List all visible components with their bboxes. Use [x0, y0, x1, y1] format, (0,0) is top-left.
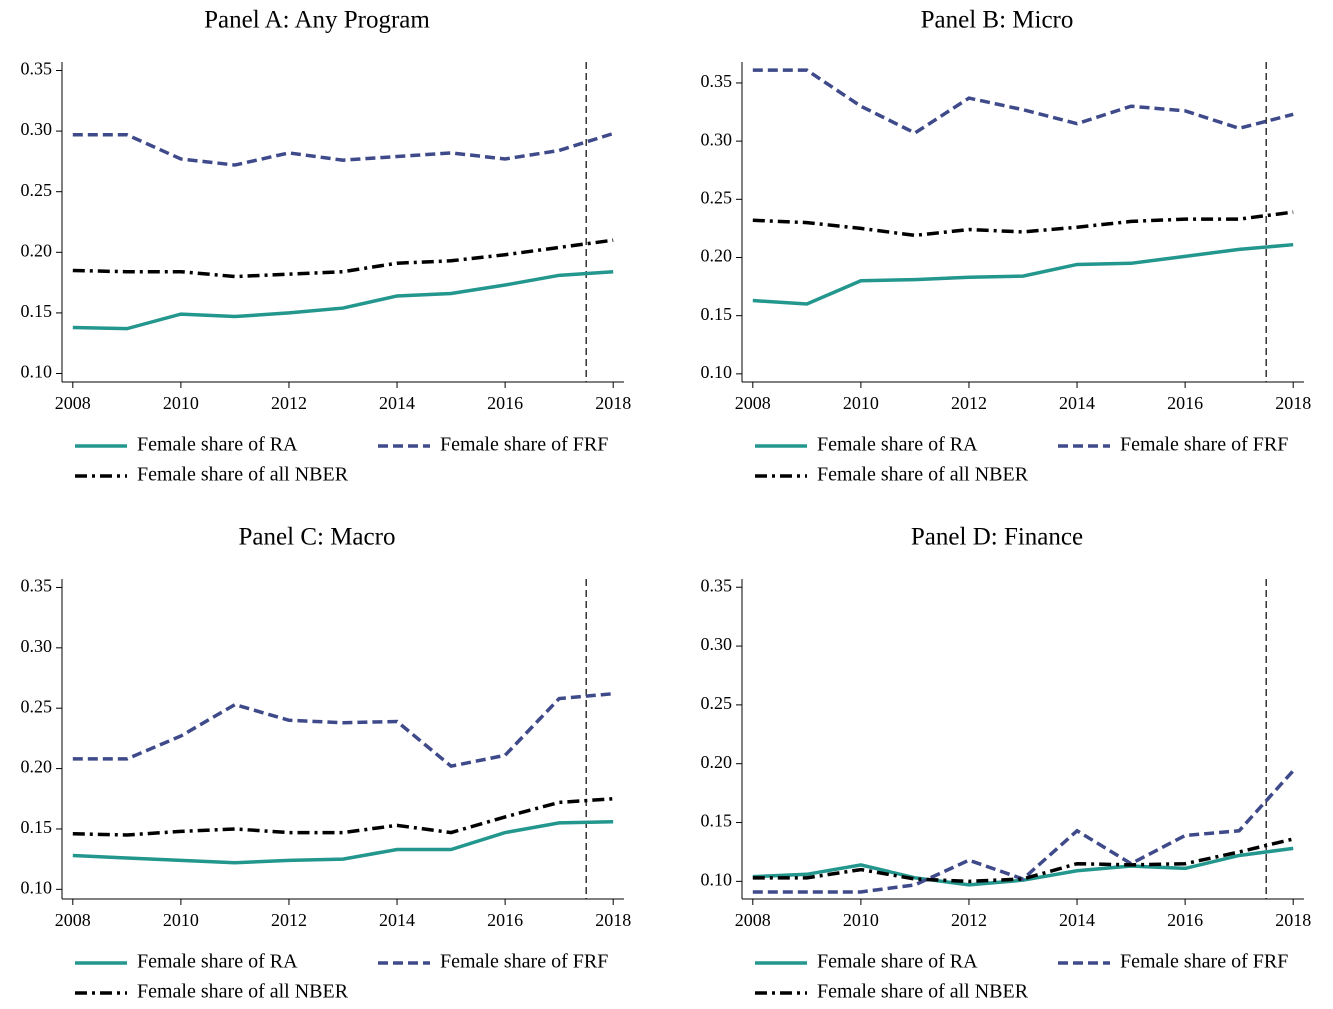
- y-tick-label: 0.25: [21, 696, 53, 716]
- y-tick-label: 0.25: [701, 693, 733, 713]
- legend-label: Female share of RA: [817, 951, 978, 973]
- y-tick-label: 0.10: [21, 877, 53, 897]
- x-tick-label: 2012: [951, 910, 987, 930]
- y-tick-label: 0.20: [701, 752, 733, 772]
- y-tick-label: 0.35: [21, 59, 53, 79]
- x-tick-label: 2018: [1275, 393, 1311, 413]
- legend-label: Female share of all NBER: [817, 464, 1029, 486]
- panel-title: Panel D: Finance: [911, 524, 1083, 551]
- x-tick-label: 2010: [843, 910, 879, 930]
- panel-title: Panel B: Micro: [921, 7, 1074, 34]
- y-tick-label: 0.25: [21, 180, 53, 200]
- y-tick-label: 0.15: [21, 817, 53, 837]
- x-tick-label: 2012: [271, 393, 307, 413]
- x-tick-label: 2010: [163, 910, 199, 930]
- x-tick-label: 2016: [487, 393, 523, 413]
- y-tick-label: 0.30: [701, 129, 733, 149]
- series-line: [752, 837, 1294, 884]
- y-tick-label: 0.30: [21, 636, 53, 656]
- legend-label: Female share of RA: [137, 951, 298, 973]
- x-tick-label: 2010: [163, 393, 199, 413]
- y-tick-label: 0.15: [21, 301, 53, 321]
- series-line: [752, 68, 1294, 135]
- x-tick-label: 2008: [55, 393, 91, 413]
- legend-label: Female share of all NBER: [137, 464, 349, 486]
- x-tick-label: 2018: [595, 393, 631, 413]
- y-tick-label: 0.20: [701, 246, 733, 266]
- x-tick-label: 2018: [1275, 910, 1311, 930]
- series-line: [72, 269, 614, 331]
- panel-title: Panel C: Macro: [239, 524, 396, 551]
- x-tick-label: 2014: [1059, 393, 1095, 413]
- y-tick-label: 0.15: [701, 811, 733, 831]
- series-line: [72, 797, 614, 837]
- y-tick-label: 0.30: [21, 119, 53, 139]
- series-line: [72, 691, 614, 769]
- x-tick-label: 2014: [1059, 910, 1095, 930]
- x-tick-label: 2016: [1167, 910, 1203, 930]
- x-tick-label: 2016: [487, 910, 523, 930]
- y-tick-label: 0.35: [701, 575, 733, 595]
- x-tick-label: 2014: [379, 393, 415, 413]
- legend-label: Female share of all NBER: [137, 981, 349, 1003]
- y-tick-label: 0.15: [701, 304, 733, 324]
- legend-label: Female share of FRF: [1120, 951, 1288, 973]
- legend-label: Female share of RA: [817, 434, 978, 456]
- x-tick-label: 2010: [843, 393, 879, 413]
- y-tick-label: 0.35: [701, 71, 733, 91]
- y-tick-label: 0.10: [701, 869, 733, 889]
- x-tick-label: 2008: [735, 393, 771, 413]
- y-tick-label: 0.25: [701, 187, 733, 207]
- y-tick-label: 0.20: [21, 757, 53, 777]
- series-line: [72, 131, 614, 167]
- legend-label: Female share of FRF: [440, 951, 608, 973]
- x-tick-label: 2014: [379, 910, 415, 930]
- y-tick-label: 0.10: [701, 362, 733, 382]
- x-tick-label: 2018: [595, 910, 631, 930]
- series-line: [752, 242, 1294, 306]
- series-line: [752, 210, 1294, 238]
- y-tick-label: 0.10: [21, 362, 53, 382]
- y-tick-label: 0.35: [21, 576, 53, 596]
- x-tick-label: 2012: [951, 393, 987, 413]
- series-line: [752, 769, 1295, 894]
- x-tick-label: 2008: [735, 910, 771, 930]
- panel-title: Panel A: Any Program: [204, 7, 430, 34]
- series-line: [72, 819, 614, 865]
- x-tick-label: 2008: [55, 910, 91, 930]
- series-line: [72, 238, 614, 279]
- y-tick-label: 0.20: [21, 240, 53, 260]
- legend-label: Female share of FRF: [440, 434, 608, 456]
- legend-label: Female share of FRF: [1120, 434, 1288, 456]
- y-tick-label: 0.30: [701, 634, 733, 654]
- legend-label: Female share of RA: [137, 434, 298, 456]
- x-tick-label: 2012: [271, 910, 307, 930]
- x-tick-label: 2016: [1167, 393, 1203, 413]
- legend-label: Female share of all NBER: [817, 981, 1029, 1003]
